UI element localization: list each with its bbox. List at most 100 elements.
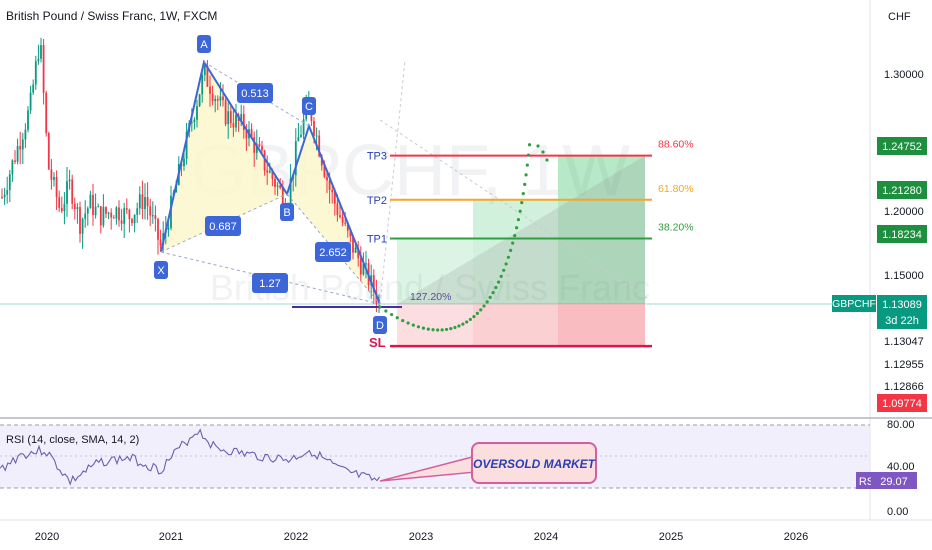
- profit-zone-tp3: [558, 155, 645, 304]
- forecast-dot: [527, 143, 532, 147]
- ratio-label: 1.27: [259, 278, 280, 290]
- candle-body: [206, 66, 209, 87]
- candle-body: [214, 98, 217, 102]
- target-label: TP1: [367, 234, 387, 246]
- candle-body: [146, 197, 149, 207]
- candle-body: [55, 177, 58, 198]
- trend-dashed: [379, 119, 651, 301]
- candle-body: [60, 207, 63, 212]
- candle-body: [133, 214, 136, 224]
- candle-body: [123, 208, 126, 224]
- forecast-dot: [406, 321, 410, 325]
- candle-body: [266, 170, 269, 173]
- candle-body: [201, 74, 204, 95]
- candle-body: [53, 177, 55, 180]
- target-percent: 61.80%: [658, 183, 694, 195]
- forecast-dot: [416, 325, 421, 329]
- candle-body: [258, 143, 261, 147]
- price-badge-bg: [877, 137, 927, 155]
- candle-body: [136, 208, 139, 215]
- candle-body: [45, 92, 48, 134]
- forecast-dot: [536, 144, 540, 148]
- candle-body: [68, 179, 71, 182]
- harmonic-fill-xab: [161, 62, 287, 252]
- forecast-dot: [390, 312, 394, 317]
- target-label: TP2: [367, 195, 387, 207]
- xd-dashed: [160, 251, 381, 305]
- candle-body: [196, 106, 198, 120]
- candle-body: [263, 150, 266, 171]
- candle-body: [227, 111, 230, 125]
- candle-body: [198, 94, 201, 107]
- price-tick-label: 1.12866: [884, 381, 924, 393]
- forecast-dot: [509, 248, 513, 252]
- rsi-tick-label: 80.00: [887, 419, 915, 431]
- loss-zone-3: [558, 304, 645, 347]
- candle-body: [1, 197, 3, 199]
- candle-body: [118, 207, 120, 221]
- price-badge-bg: [877, 394, 927, 412]
- candle-body: [73, 203, 76, 210]
- forecast-dot: [479, 308, 483, 312]
- forecast-dot: [545, 158, 549, 162]
- profit-zone-tp1: [397, 238, 473, 304]
- forecast-dot: [520, 200, 524, 205]
- candle-body: [89, 194, 92, 209]
- forecast-dot: [411, 323, 415, 327]
- candle-body: [50, 169, 53, 180]
- rsi-label: RSI (14, close, SMA, 14, 2): [6, 434, 139, 446]
- price-tick-label: 1.20000: [884, 206, 924, 218]
- rsi-badge-value: 29.07: [880, 476, 908, 488]
- candle-body: [112, 217, 115, 219]
- forecast-dot: [475, 311, 480, 315]
- forecast-dot: [384, 309, 388, 313]
- time-tick-label: 2020: [35, 531, 59, 543]
- pattern-labels: X A B C D 0.513 0.687 2.652 1.27: [154, 35, 387, 334]
- target-label: TP3: [367, 151, 387, 163]
- candle-body: [203, 66, 206, 75]
- forecast-dot: [515, 226, 519, 230]
- candle-body: [16, 146, 19, 162]
- candle-body: [14, 160, 16, 162]
- loss-zone-1: [397, 304, 473, 347]
- candle-body: [115, 207, 118, 219]
- forecast-dot: [395, 316, 399, 320]
- candle-body: [3, 194, 6, 198]
- price-badges: 1.24752 1.21280 1.18234 GBPCHF 1.13089 3d 22h…: [832, 137, 927, 412]
- candle-body: [224, 100, 227, 125]
- harmonic-fill-bcd: [287, 126, 380, 304]
- target-percent: 88.60%: [658, 139, 694, 151]
- forecast-dot: [506, 255, 511, 259]
- forecast-dot: [513, 233, 517, 238]
- candle-body: [92, 194, 94, 216]
- candle-body: [336, 203, 339, 216]
- candle-body: [120, 220, 123, 224]
- candle-body: [375, 292, 378, 304]
- candle-body: [193, 119, 196, 123]
- candle-body: [297, 136, 300, 142]
- price-badge-bg: [877, 181, 927, 199]
- forecast-dot: [541, 150, 545, 154]
- candle-body: [222, 96, 224, 101]
- price-badge-value: 1.21280: [882, 185, 922, 197]
- candle-body: [279, 185, 282, 188]
- candle-body: [253, 137, 256, 153]
- forecast-dot: [401, 318, 405, 323]
- candle-body: [24, 129, 27, 140]
- candle-body: [359, 258, 362, 275]
- candle-body: [219, 96, 222, 101]
- candle-body: [274, 178, 276, 187]
- forecast-dot: [525, 163, 529, 167]
- harmonic-pattern: [160, 59, 651, 305]
- time-tick-label: 2025: [659, 531, 683, 543]
- candle-body: [315, 135, 318, 137]
- candle-body: [102, 207, 105, 226]
- candle-body: [268, 170, 271, 173]
- candle-body: [209, 86, 211, 94]
- price-axis: 1.30000 1.20000 1.15000 1.13047 1.12955 1.128…: [884, 69, 924, 393]
- candle-body: [232, 123, 235, 128]
- ratio-label: 2.652: [319, 247, 347, 259]
- price-badge-symbol: GBPCHF: [832, 298, 876, 310]
- projection-diagonal: [379, 59, 406, 305]
